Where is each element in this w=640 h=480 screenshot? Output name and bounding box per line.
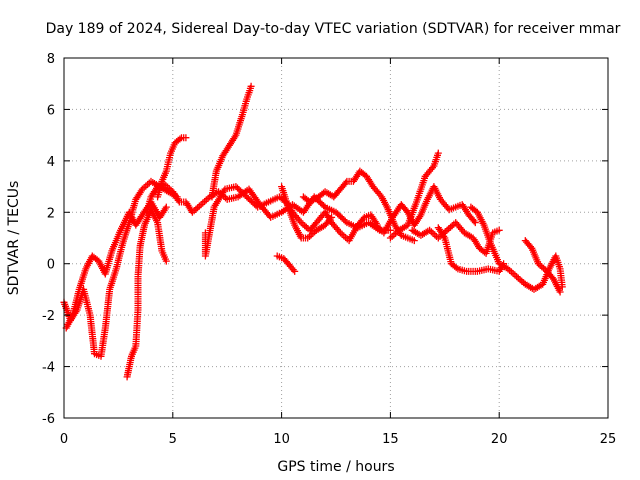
x-tick-label: 20 [491, 432, 508, 447]
x-tick-label: 10 [273, 432, 290, 447]
y-tick-label: 0 [47, 258, 55, 273]
y-axis-title: SDTVAR / TECUs [6, 181, 22, 296]
series-markers [521, 237, 564, 296]
series-sat-p [521, 237, 564, 296]
series-markers [273, 252, 299, 275]
y-tick-label: 4 [47, 155, 55, 170]
x-tick-label: 5 [169, 432, 177, 447]
series-sat-o [467, 203, 566, 293]
series-sat-l [386, 149, 442, 242]
chart-title: Day 189 of 2024, Sidereal Day-to-day VTE… [46, 21, 621, 37]
series-markers [434, 224, 508, 275]
series-sat-b [62, 198, 170, 332]
y-tick-label: 2 [47, 206, 55, 221]
series-sat-c [123, 206, 170, 381]
series-group [60, 82, 566, 381]
grid [64, 58, 608, 418]
ticks: 0 5 10 15 20 25 -6 -4 -2 0 2 4 6 8 [42, 52, 616, 447]
series-markers [208, 82, 255, 201]
plot-frame [63, 57, 609, 419]
y-tick-label: -2 [42, 309, 55, 324]
y-tick-label: -4 [42, 361, 55, 376]
x-tick-label: 25 [600, 432, 617, 447]
series-sat-n [434, 224, 508, 275]
x-tick-label: 0 [60, 432, 68, 447]
series-markers [278, 183, 336, 242]
series-sat-h [278, 183, 336, 242]
series-sat-i [273, 252, 299, 275]
series-sat-a [60, 177, 181, 360]
series-markers [62, 198, 170, 332]
y-tick-label: 8 [47, 52, 55, 67]
x-axis-title: GPS time / hours [277, 459, 394, 475]
x-tick-label: 15 [382, 432, 399, 447]
y-tick-label: 6 [47, 103, 55, 118]
series-markers [123, 206, 170, 381]
series-markers [467, 203, 566, 293]
series-markers [386, 149, 442, 242]
series-markers [60, 177, 181, 360]
series-sat-f [208, 82, 255, 201]
y-tick-label: -6 [42, 412, 55, 427]
